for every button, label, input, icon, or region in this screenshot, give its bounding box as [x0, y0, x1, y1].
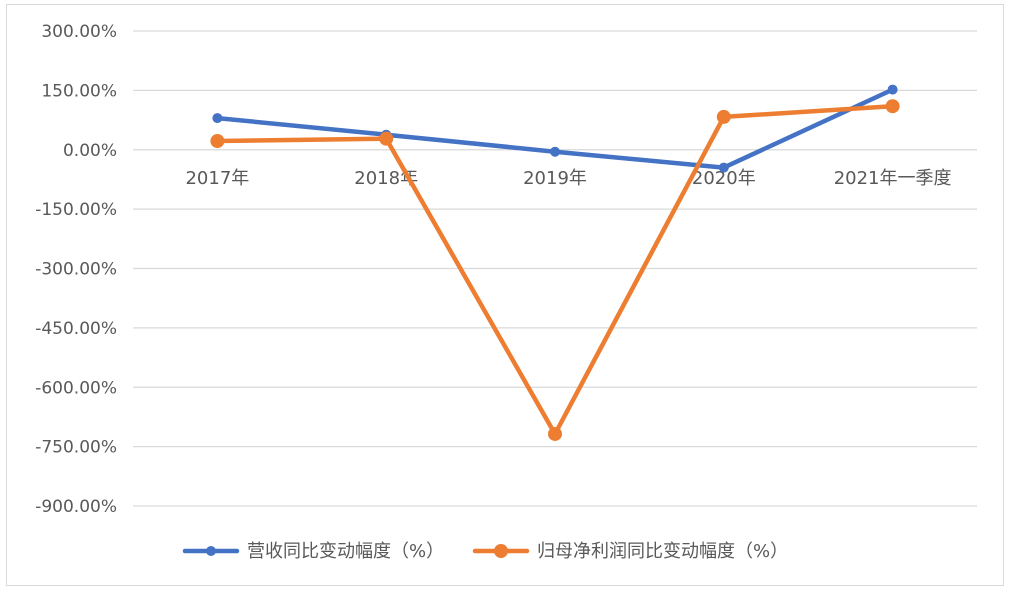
- y-tick-label: 150.00%: [41, 81, 117, 101]
- y-axis-tick-labels: 300.00% 150.00% 0.00% -150.00% -300.00% -450.…: [35, 22, 117, 517]
- legend-label: 归母净利润同比变动幅度（%）: [537, 541, 788, 562]
- data-point: [212, 113, 223, 124]
- data-point: [887, 84, 898, 95]
- x-axis-category-labels: 2017年 2018年 2019年 2020年 2021年一季度: [185, 168, 951, 189]
- data-point: [885, 99, 900, 114]
- data-point: [550, 146, 560, 157]
- data-point: [210, 134, 225, 149]
- series-2: [210, 99, 900, 441]
- y-tick-label: -750.00%: [35, 438, 117, 458]
- legend: 营收同比变动幅度（%） 归母净利润同比变动幅度（%）: [182, 541, 788, 562]
- y-tick-label: -600.00%: [35, 378, 117, 398]
- y-tick-label: 0.00%: [63, 141, 117, 161]
- data-point: [548, 426, 562, 441]
- x-category-label: 2017年: [185, 168, 249, 189]
- series-lines: [210, 84, 900, 441]
- series-1: [212, 84, 898, 173]
- gridlines: [133, 30, 977, 507]
- y-tick-label: -900.00%: [35, 497, 117, 517]
- chart-frame: 300.00% 150.00% 0.00% -150.00% -300.00% -450.…: [6, 4, 1004, 586]
- x-category-label: 2019年: [523, 168, 587, 189]
- x-category-label: 2018年: [354, 168, 418, 189]
- data-point: [718, 162, 729, 173]
- data-point: [379, 131, 394, 146]
- y-tick-label: -150.00%: [35, 200, 117, 220]
- x-category-label: 2020年: [692, 168, 756, 189]
- data-point: [716, 109, 731, 124]
- legend-swatch-marker: [206, 546, 216, 556]
- x-category-label: 2021年一季度: [834, 168, 952, 189]
- legend-swatch-marker: [494, 544, 508, 558]
- line-chart: 300.00% 150.00% 0.00% -150.00% -300.00% -450.…: [35, 22, 977, 562]
- legend-item: 营收同比变动幅度（%）: [182, 541, 444, 562]
- y-tick-label: 300.00%: [41, 22, 117, 42]
- y-tick-label: -300.00%: [35, 260, 117, 280]
- y-tick-label: -450.00%: [35, 319, 117, 339]
- legend-label: 营收同比变动幅度（%）: [247, 541, 444, 562]
- legend-item: 归母净利润同比变动幅度（%）: [472, 541, 788, 562]
